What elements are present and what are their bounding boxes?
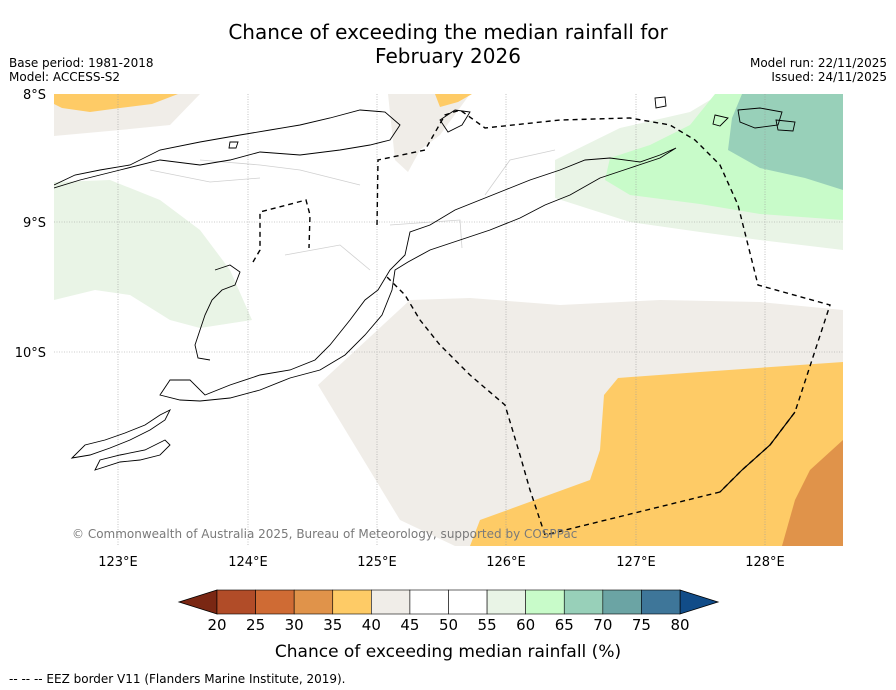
lat-label-10s: 10°S (15, 346, 46, 361)
map-title: Chance of exceeding the median rainfall … (0, 20, 896, 68)
colorbar-arrow-high-icon (679, 589, 720, 615)
eez-main (376, 109, 831, 493)
base-period: Base period: 1981-2018 (9, 56, 154, 70)
lon-label-126e: 126°E (486, 555, 526, 570)
colorbar-tick-label: 40 (362, 616, 381, 634)
coast-small-island-4 (712, 114, 729, 127)
lon-label-125e: 125°E (357, 555, 397, 570)
colorbar-tick-label: 80 (670, 616, 689, 634)
colorbar-cell (293, 589, 334, 615)
region-55-60-west (54, 180, 252, 328)
title-line-2: February 2026 (375, 44, 521, 68)
colorbar-tick-label: 55 (478, 616, 497, 634)
colorbar-cell (332, 589, 372, 615)
coast-timor-north (159, 147, 677, 402)
colorbar-cell (525, 589, 565, 615)
colorbar-tick-label: 60 (516, 616, 535, 634)
colorbar-tick-label: 25 (246, 616, 265, 634)
meta-left: Base period: 1981-2018 Model: ACCESS-S2 (9, 56, 154, 84)
colorbar-cell (563, 589, 604, 615)
title-line-1: Chance of exceeding the median rainfall … (228, 20, 668, 44)
model-run: Model run: 22/11/2025 (749, 56, 887, 70)
coast-small-island-1 (654, 96, 667, 109)
colorbar-tick-label: 65 (555, 616, 574, 634)
region-35-40-nw (54, 94, 178, 112)
colorbar-cell (448, 589, 488, 615)
colorbar-label: Chance of exceeding median rainfall (%) (275, 642, 621, 662)
region-35-40-north (435, 94, 472, 107)
copyright-notice: © Commonwealth of Australia 2025, Bureau… (72, 527, 577, 541)
colorbar-tick-label: 20 (207, 616, 226, 634)
contour-lines (149, 149, 556, 271)
model-name: Model: ACCESS-S2 (9, 70, 121, 84)
lat-labels: 8°S 9°S 10°S (15, 88, 46, 361)
colorbar-cell (409, 589, 449, 615)
eez-border-solid (719, 411, 796, 493)
coast-timor-south-detail (194, 264, 241, 361)
issued-date: Issued: 24/11/2025 (771, 70, 887, 84)
eez-footer-note: -- -- -- EEZ border V11 (Flanders Marine… (9, 672, 346, 686)
eez-border (252, 109, 831, 536)
colorbar-arrow-low-icon (177, 589, 218, 615)
coast-flores-alor-north (54, 109, 401, 189)
lon-label-123e: 123°E (98, 555, 138, 570)
coast-wetar (439, 109, 471, 133)
colorbar-cell (371, 589, 411, 615)
region-65-70 (728, 94, 843, 190)
coast-roti-south (94, 439, 171, 471)
lon-label-127e: 127°E (616, 555, 656, 570)
lat-label-8s: 8°S (23, 88, 46, 103)
eez-south-east (544, 491, 721, 536)
lon-label-124e: 124°E (228, 555, 268, 570)
eez-south-west (384, 274, 546, 536)
coastlines (54, 96, 796, 471)
coast-small-island-2 (737, 107, 783, 129)
colorbar-cell (255, 589, 295, 615)
coast-small-island-5 (228, 141, 239, 149)
coast-roti (70, 408, 172, 459)
colorbar: 20 25 30 35 40 45 50 55 60 65 70 75 80 (177, 589, 720, 634)
meta-right: Model run: 22/11/2025 Issued: 24/11/2025 (750, 56, 887, 84)
eez-enclave (252, 199, 311, 263)
colorbar-tick-label: 75 (632, 616, 651, 634)
colorbar-cell (216, 589, 256, 615)
region-35-40-south (470, 362, 843, 546)
colorbar-tick-label: 30 (285, 616, 304, 634)
coast-small-island-3 (775, 119, 796, 132)
colorbar-tick-label: 50 (439, 616, 458, 634)
colorbar-cell (486, 589, 526, 615)
colorbar-tick-label: 35 (323, 616, 342, 634)
colorbar-cell (641, 589, 681, 615)
lon-label-128e: 128°E (745, 555, 785, 570)
colorbar-tick-label: 45 (400, 616, 419, 634)
lon-labels: 123°E 124°E 125°E 126°E 127°E 128°E (98, 555, 785, 570)
graticule (54, 94, 843, 546)
lat-label-9s: 9°S (23, 216, 46, 231)
map-plot-area (54, 94, 843, 546)
region-30-35-se (782, 440, 843, 546)
colorbar-tick-label: 70 (593, 616, 612, 634)
colorbar-cell (602, 589, 642, 615)
